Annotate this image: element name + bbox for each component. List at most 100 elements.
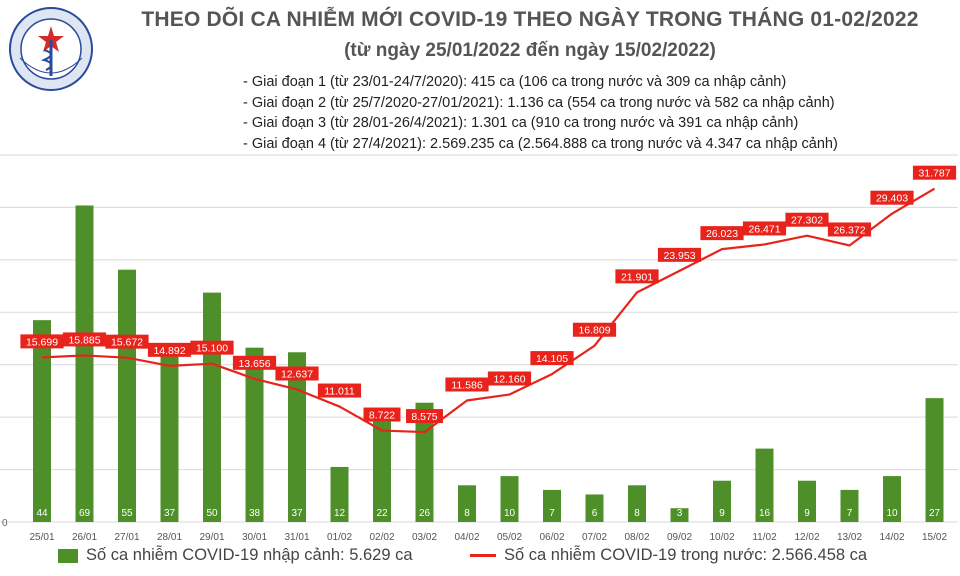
legend-item-imported: Số ca nhiễm COVID-19 nhập cảnh: 5.629 ca xyxy=(58,546,413,565)
line-label-box-03/02 xyxy=(406,409,443,424)
x-tick-label-07/02: 07/02 xyxy=(582,532,607,543)
x-tick-label-10/02: 10/02 xyxy=(709,532,734,543)
legend: Số ca nhiễm COVID-19 nhập cảnh: 5.629 ca… xyxy=(0,546,960,574)
line-label-box-14/02 xyxy=(870,190,914,205)
bar-value-label-02/02: 22 xyxy=(376,508,388,519)
line-value-label-09/02: 23.953 xyxy=(663,250,695,262)
line-label-box-13/02 xyxy=(827,222,872,237)
line-label-box-01/02 xyxy=(317,383,362,398)
bar-value-label-07/02: 6 xyxy=(592,508,598,519)
bar-06/02 xyxy=(543,489,561,522)
line-label-box-12/02 xyxy=(785,212,829,227)
legend-bar-swatch xyxy=(58,548,78,563)
line-label-box-29/01 xyxy=(190,340,234,355)
line-label-box-28/01 xyxy=(147,342,192,357)
bar-31/01 xyxy=(288,352,306,522)
legend-label-imported: Số ca nhiễm COVID-19 nhập cảnh: 5.629 ca xyxy=(86,546,413,564)
phase-note-1: - Giai đoạn 1 (từ 23/01-24/7/2020): 415 … xyxy=(243,74,787,90)
bar-value-label-01/02: 12 xyxy=(334,508,346,519)
line-value-label-31/01: 12.637 xyxy=(281,368,313,380)
line-value-label-12/02: 27.302 xyxy=(791,215,823,227)
bar-value-label-14/02: 10 xyxy=(886,508,898,519)
x-tick-label-05/02: 05/02 xyxy=(497,532,522,543)
bar-14/02 xyxy=(883,476,901,522)
bar-value-label-29/01: 50 xyxy=(206,508,218,519)
legend-line-swatch xyxy=(470,554,496,557)
line-label-box-06/02 xyxy=(530,351,574,366)
bar-10/02 xyxy=(713,480,731,522)
bar-05/02 xyxy=(500,476,519,522)
bar-value-label-06/02: 7 xyxy=(549,508,555,519)
phase-note-4: - Giai đoạn 4 (từ 27/4/2021): 2.569.235 … xyxy=(243,135,838,152)
x-tick-label-03/02: 03/02 xyxy=(412,532,437,543)
phase-notes: - Giai đoạn 1 (từ 23/01-24/7/2020): 415 … xyxy=(243,72,838,154)
x-tick-label-30/01: 30/01 xyxy=(242,532,267,543)
line-label-box-02/02 xyxy=(363,407,401,422)
bar-27/01 xyxy=(118,269,136,522)
line-label-box-26/01 xyxy=(62,332,107,347)
line-label-box-05/02 xyxy=(487,371,532,386)
x-tick-label-29/01: 29/01 xyxy=(199,532,224,543)
bar-value-label-12/02: 9 xyxy=(804,508,810,519)
bar-value-label-04/02: 8 xyxy=(464,508,470,519)
bar-26/01 xyxy=(75,205,94,522)
bar-29/01 xyxy=(203,292,221,522)
bar-04/02 xyxy=(458,485,476,522)
line-value-label-28/01: 14.892 xyxy=(153,345,185,357)
ministry-of-health-logo xyxy=(9,7,93,91)
line-value-label-30/01: 13.656 xyxy=(238,358,270,370)
bar-09/02 xyxy=(670,508,689,522)
legend-item-domestic: Số ca nhiễm COVID-19 trong nước: 2.566.4… xyxy=(470,546,867,565)
bar-11/02 xyxy=(755,448,774,522)
bar-25/01 xyxy=(33,320,51,522)
bar-value-label-27/01: 55 xyxy=(121,508,133,519)
line-value-label-06/02: 14.105 xyxy=(536,353,568,365)
bar-28/01 xyxy=(160,352,179,522)
bar-value-label-31/01: 37 xyxy=(291,508,303,519)
x-axis: 25/01 26/01 27/01 28/01 29/01 30/01 31/01 01/02… xyxy=(29,532,947,543)
bar-08/02 xyxy=(628,485,646,522)
x-tick-label-14/02: 14/02 xyxy=(879,532,904,543)
line-label-box-15/02 xyxy=(912,165,957,180)
chart-title: THEO DÕI CA NHIỄM MỚI COVID-19 THEO NGÀY… xyxy=(141,8,919,31)
line-value-label-27/01: 15.672 xyxy=(111,337,143,349)
bar-12/02 xyxy=(798,480,816,522)
x-tick-label-27/01: 27/01 xyxy=(114,532,139,543)
line-label-box-04/02 xyxy=(445,377,489,392)
line-value-label-04/02: 11.586 xyxy=(451,380,482,392)
line-series-domestic-cases xyxy=(41,187,936,434)
bar-01/02 xyxy=(330,466,349,522)
bar-02/02 xyxy=(373,421,391,522)
line-value-label-11/02: 26.471 xyxy=(748,223,780,235)
bar-07/02 xyxy=(585,494,604,522)
bar-value-label-28/01: 37 xyxy=(164,508,176,519)
x-tick-label-28/01: 28/01 xyxy=(157,532,182,543)
line-label-box-08/02 xyxy=(615,269,659,284)
x-tick-label-04/02: 04/02 xyxy=(454,532,479,543)
line-label-box-31/01 xyxy=(275,366,319,381)
line-value-label-26/01: 15.885 xyxy=(68,334,100,346)
x-tick-label-31/01: 31/01 xyxy=(284,532,309,543)
line-value-label-03/02: 8.575 xyxy=(411,411,437,423)
line-label-box-27/01 xyxy=(105,334,149,349)
x-tick-label-25/01: 25/01 xyxy=(29,532,54,543)
x-tick-label-06/02: 06/02 xyxy=(539,532,564,543)
chart-subtitle: (từ ngày 25/01/2022 đến ngày 15/02/2022) xyxy=(344,40,716,61)
phase-note-3: - Giai đoạn 3 (từ 28/01-26/4/2021): 1.30… xyxy=(243,115,799,131)
line-value-label-10/02: 26.023 xyxy=(706,228,738,240)
chart-canvas: 0 44 69 55 37 50 38 37 12 22 26 8 10 7 6 8 3 9 16 9 7 10 27 15… xyxy=(0,154,958,543)
bar-15/02 xyxy=(925,398,944,522)
bar-value-label-10/02: 9 xyxy=(719,508,725,519)
legend-label-domestic: Số ca nhiễm COVID-19 trong nước: 2.566.4… xyxy=(504,546,868,564)
x-tick-label-09/02: 09/02 xyxy=(667,532,692,543)
line-value-label-07/02: 16.809 xyxy=(578,325,610,337)
line-value-label-14/02: 29.403 xyxy=(876,193,908,205)
line-value-label-29/01: 15.100 xyxy=(196,343,228,355)
x-tick-label-01/02: 01/02 xyxy=(327,532,352,543)
x-tick-label-26/01: 26/01 xyxy=(72,532,97,543)
line-label-box-07/02 xyxy=(572,322,617,337)
line-value-label-02/02: 8.722 xyxy=(369,410,395,422)
line-label-box-10/02 xyxy=(700,226,744,241)
x-tick-label-15/02: 15/02 xyxy=(922,532,947,543)
bar-value-label-26/01: 69 xyxy=(79,508,91,519)
